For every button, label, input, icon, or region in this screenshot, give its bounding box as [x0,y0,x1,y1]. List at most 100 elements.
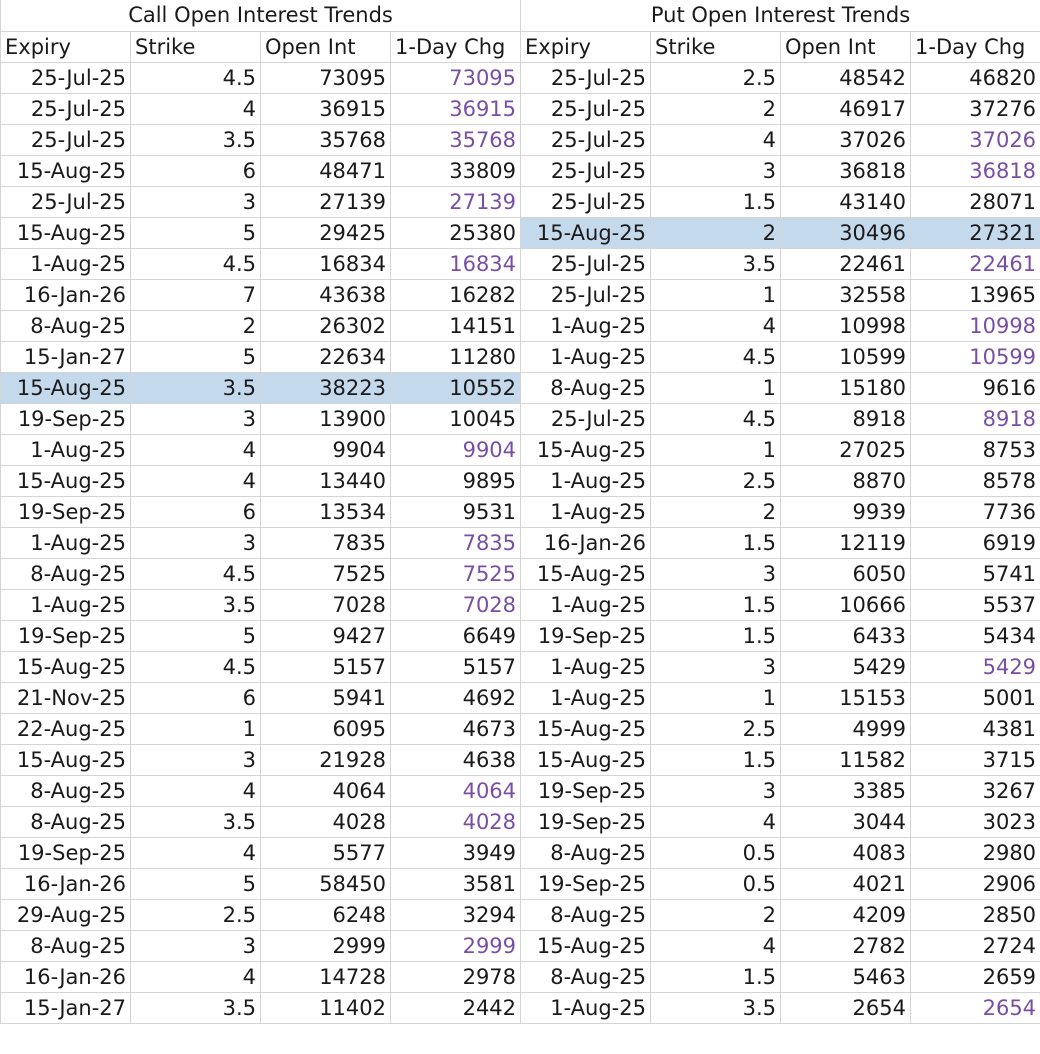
expiry-cell[interactable]: 16-Jan-26 [0,867,131,900]
open-int-cell[interactable]: 6433 [780,619,911,652]
day-change-cell[interactable]: 2654 [909,991,1040,1024]
strike-cell[interactable]: 1.5 [650,619,781,652]
expiry-cell[interactable]: 25-Jul-25 [520,154,651,187]
open-int-cell[interactable]: 58450 [260,867,391,900]
strike-cell[interactable]: 1.5 [650,185,781,218]
open-int-cell[interactable]: 48471 [260,154,391,187]
open-int-cell[interactable]: 4999 [780,712,911,745]
expiry-cell[interactable]: 15-Aug-25 [0,154,131,187]
expiry-cell[interactable]: 1-Aug-25 [0,433,131,466]
strike-cell[interactable]: 5 [130,867,261,900]
open-int-cell[interactable]: 26302 [260,309,391,342]
expiry-cell[interactable]: 22-Aug-25 [0,712,131,745]
call-table-title[interactable]: Call Open Interest Trends [0,0,522,32]
open-int-cell[interactable]: 3044 [780,805,911,838]
day-change-cell[interactable]: 3715 [909,743,1040,776]
strike-cell[interactable]: 3.5 [130,123,261,156]
column-header-expiry[interactable]: Expiry [520,30,651,63]
day-change-cell[interactable]: 4381 [909,712,1040,745]
day-change-cell[interactable]: 5741 [909,557,1040,590]
open-int-cell[interactable]: 32558 [780,278,911,311]
expiry-cell[interactable]: 25-Jul-25 [520,278,651,311]
strike-cell[interactable]: 1.5 [650,960,781,993]
strike-cell[interactable]: 2 [650,92,781,125]
expiry-cell[interactable]: 15-Aug-25 [0,216,131,249]
day-change-cell[interactable]: 2850 [909,898,1040,931]
strike-cell[interactable]: 1 [650,433,781,466]
strike-cell[interactable]: 3 [650,774,781,807]
strike-cell[interactable]: 3 [130,743,261,776]
expiry-cell[interactable]: 19-Sep-25 [520,805,651,838]
strike-cell[interactable]: 4 [650,805,781,838]
expiry-cell[interactable]: 19-Sep-25 [520,619,651,652]
open-int-cell[interactable]: 4021 [780,867,911,900]
strike-cell[interactable]: 6 [130,154,261,187]
expiry-cell[interactable]: 19-Sep-25 [0,619,131,652]
day-change-cell[interactable]: 4692 [389,681,522,714]
day-change-cell[interactable]: 27321 [909,216,1040,249]
expiry-cell[interactable]: 1-Aug-25 [0,588,131,621]
strike-cell[interactable]: 3 [130,402,261,435]
open-int-cell[interactable]: 36915 [260,92,391,125]
day-change-cell[interactable]: 73095 [389,61,522,94]
expiry-cell[interactable]: 1-Aug-25 [520,681,651,714]
expiry-cell[interactable]: 8-Aug-25 [520,898,651,931]
strike-cell[interactable]: 6 [130,681,261,714]
day-change-cell[interactable]: 2980 [909,836,1040,869]
day-change-cell[interactable]: 37026 [909,123,1040,156]
expiry-cell[interactable]: 8-Aug-25 [520,371,651,404]
day-change-cell[interactable]: 27139 [389,185,522,218]
day-change-cell[interactable]: 25380 [389,216,522,249]
open-int-cell[interactable]: 6095 [260,712,391,745]
open-int-cell[interactable]: 7835 [260,526,391,559]
expiry-cell[interactable]: 1-Aug-25 [520,991,651,1024]
expiry-cell[interactable]: 25-Jul-25 [520,92,651,125]
open-int-cell[interactable]: 13440 [260,464,391,497]
strike-cell[interactable]: 3 [650,557,781,590]
day-change-cell[interactable]: 4028 [389,805,522,838]
strike-cell[interactable]: 2 [130,309,261,342]
column-header-1-day-chg[interactable]: 1-Day Chg [389,30,522,63]
open-int-cell[interactable]: 13534 [260,495,391,528]
day-change-cell[interactable]: 46820 [909,61,1040,94]
day-change-cell[interactable]: 8578 [909,464,1040,497]
strike-cell[interactable]: 1 [650,278,781,311]
open-int-cell[interactable]: 13900 [260,402,391,435]
expiry-cell[interactable]: 19-Sep-25 [0,836,131,869]
expiry-cell[interactable]: 1-Aug-25 [520,464,651,497]
open-int-cell[interactable]: 38223 [260,371,391,404]
day-change-cell[interactable]: 37276 [909,92,1040,125]
open-int-cell[interactable]: 9427 [260,619,391,652]
strike-cell[interactable]: 1.5 [650,743,781,776]
open-int-cell[interactable]: 3385 [780,774,911,807]
strike-cell[interactable]: 4.5 [130,557,261,590]
put-table-title[interactable]: Put Open Interest Trends [519,0,1040,32]
expiry-cell[interactable]: 1-Aug-25 [520,309,651,342]
expiry-cell[interactable]: 19-Sep-25 [0,402,131,435]
strike-cell[interactable]: 3.5 [130,371,261,404]
expiry-cell[interactable]: 1-Aug-25 [0,247,131,280]
day-change-cell[interactable]: 10599 [909,340,1040,373]
open-int-cell[interactable]: 11582 [780,743,911,776]
day-change-cell[interactable]: 2442 [389,991,522,1024]
strike-cell[interactable]: 5 [130,619,261,652]
open-int-cell[interactable]: 7525 [260,557,391,590]
strike-cell[interactable]: 1.5 [650,588,781,621]
strike-cell[interactable]: 7 [130,278,261,311]
day-change-cell[interactable]: 2724 [909,929,1040,962]
strike-cell[interactable]: 3.5 [130,991,261,1024]
strike-cell[interactable]: 1 [130,712,261,745]
open-int-cell[interactable]: 10998 [780,309,911,342]
day-change-cell[interactable]: 22461 [909,247,1040,280]
expiry-cell[interactable]: 15-Aug-25 [520,557,651,590]
open-int-cell[interactable]: 10599 [780,340,911,373]
strike-cell[interactable]: 2.5 [650,712,781,745]
open-int-cell[interactable]: 4064 [260,774,391,807]
open-int-cell[interactable]: 5463 [780,960,911,993]
open-int-cell[interactable]: 29425 [260,216,391,249]
open-int-cell[interactable]: 5429 [780,650,911,683]
day-change-cell[interactable]: 3294 [389,898,522,931]
expiry-cell[interactable]: 25-Jul-25 [0,123,131,156]
open-int-cell[interactable]: 4083 [780,836,911,869]
expiry-cell[interactable]: 15-Jan-27 [0,340,131,373]
